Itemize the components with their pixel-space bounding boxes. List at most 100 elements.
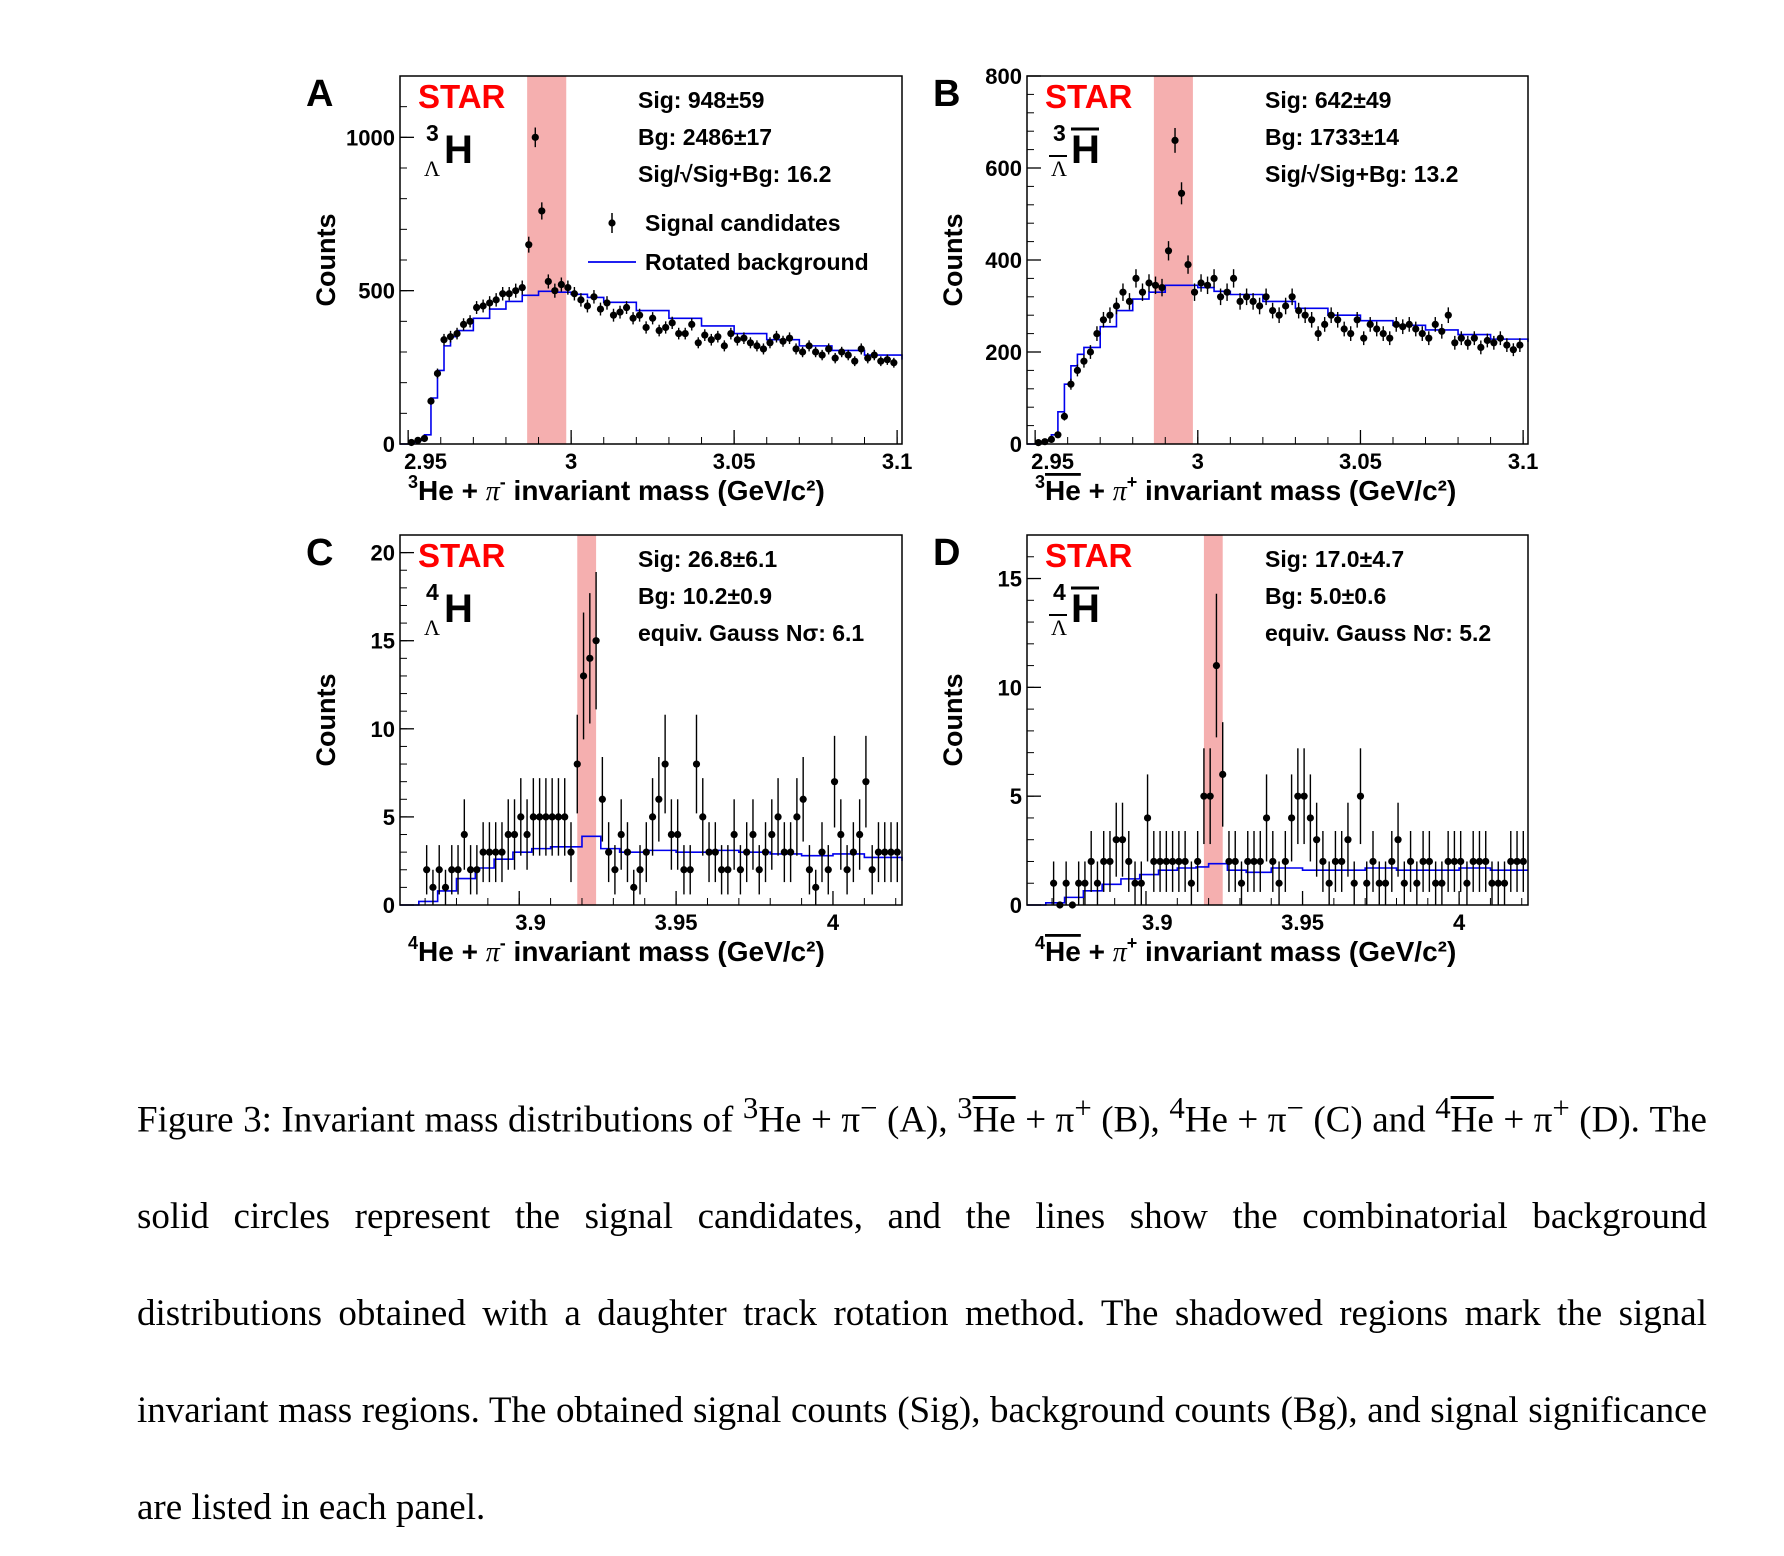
x-title-pion: π <box>486 937 501 968</box>
signal-candidate-point <box>1145 279 1153 287</box>
signal-candidate-point <box>772 333 781 341</box>
signal-candidate-point <box>799 795 807 803</box>
signal-candidate-point <box>824 866 832 874</box>
figure-caption: Figure 3: Invariant mass distributions o… <box>137 1060 1707 1556</box>
signal-candidate-point <box>523 830 531 839</box>
y-tick-label: 0 <box>1010 893 1022 918</box>
x-title-mass-number: 4 <box>408 933 418 953</box>
signal-candidate-point <box>1513 857 1521 866</box>
signal-candidate-point <box>1457 857 1465 866</box>
signal-candidate-point <box>510 830 519 839</box>
signal-candidate-point <box>1086 348 1095 356</box>
signal-candidate-point <box>1340 325 1348 333</box>
signal-candidate-point <box>812 348 820 356</box>
x-title-mass-number: 3 <box>408 472 418 492</box>
signal-candidate-point <box>1350 879 1358 887</box>
signal-candidate-point <box>583 302 592 310</box>
signal-candidate-point <box>596 305 605 313</box>
signal-candidate-point <box>1125 297 1134 305</box>
caption-species-a: He + π <box>758 1099 861 1141</box>
signal-candidate-point <box>629 314 637 322</box>
signal-candidate-point <box>505 290 513 298</box>
signal-candidate-point <box>622 303 631 312</box>
signal-candidate-point <box>1353 316 1361 324</box>
signal-candidate-point <box>1413 879 1421 887</box>
particle-mass-number: 4 <box>426 579 439 605</box>
signal-candidate-point <box>1229 274 1238 282</box>
y-tick-label: 15 <box>371 629 395 654</box>
signal-candidate-point <box>459 320 468 328</box>
signal-candidate-point <box>423 866 431 874</box>
signal-candidate-point <box>761 848 770 856</box>
signal-candidate-point <box>740 334 748 342</box>
signal-candidate-point <box>805 866 814 874</box>
signal-candidate-point <box>544 277 552 286</box>
signal-candidate-point <box>1075 879 1083 887</box>
panel-letter: C <box>306 532 333 574</box>
signal-candidate-point <box>1519 857 1527 866</box>
signal-region-band <box>527 76 567 444</box>
signal-candidate-point <box>662 323 670 332</box>
signal-candidate-point <box>1477 343 1485 351</box>
signal-candidate-point <box>812 883 820 891</box>
particle-label: 4 Λ H <box>424 579 473 640</box>
signal-candidate-point <box>1464 339 1472 347</box>
signal-candidate-point <box>499 290 507 298</box>
signal-candidate-point <box>692 760 701 768</box>
signal-candidate-point <box>1190 288 1199 296</box>
signal-candidate-point <box>792 345 800 353</box>
signal-candidate-point <box>504 830 512 839</box>
y-tick-label: 20 <box>371 541 395 566</box>
signal-candidate-point <box>1262 293 1270 301</box>
signal-candidate-point <box>567 848 575 856</box>
signal-candidate-point <box>564 284 572 292</box>
signal-candidate-point <box>1418 330 1426 338</box>
signal-candidate-point <box>1256 302 1264 310</box>
y-axis-label: Counts <box>311 214 341 307</box>
signal-candidate-point <box>851 357 859 365</box>
signal-candidate-point <box>787 848 795 856</box>
signal-candidate-point <box>793 813 801 821</box>
y-axis: 0 500 1000 <box>346 75 414 457</box>
signal-candidate-point <box>1301 311 1309 319</box>
x-title-pion: π <box>1113 937 1128 968</box>
signal-candidate-point <box>1327 311 1335 319</box>
signal-candidate-point <box>1338 857 1346 866</box>
signal-candidate-point <box>486 299 494 307</box>
signal-candidate-point <box>551 287 559 295</box>
signal-candidate-point <box>686 866 694 874</box>
signal-candidate-point <box>1503 341 1511 349</box>
signal-candidate-point <box>1369 857 1377 866</box>
signal-candidate-point <box>1344 836 1352 844</box>
y-tick-label: 500 <box>358 279 395 304</box>
x-title-rest: invariant mass (GeV/c²) <box>1137 475 1456 506</box>
signal-candidate-point <box>1412 325 1420 333</box>
signal-candidate-point <box>1294 792 1302 800</box>
signal-candidate-point <box>1509 346 1517 354</box>
x-axis: 2.95 3 3.05 3.1 <box>1031 430 1538 474</box>
signal-candidate-point <box>1444 311 1452 319</box>
caption-species-c: He + π <box>1184 1099 1287 1141</box>
signal-candidate-point <box>479 302 487 310</box>
signal-candidate-point <box>623 848 632 856</box>
x-axis: 3.9 3.95 4 <box>424 891 897 935</box>
signal-candidate-point <box>1419 857 1427 866</box>
signal-candidate-point <box>1210 274 1218 282</box>
caption-sup-b: 3 <box>957 1091 973 1125</box>
signal-candidate-point <box>1381 879 1390 887</box>
signal-candidate-point <box>1406 857 1415 866</box>
signal-candidate-point <box>714 333 722 341</box>
panel-letter: B <box>933 73 960 115</box>
y-tick-label: 800 <box>985 64 1022 89</box>
signal-candidate-point <box>1319 857 1327 866</box>
stats-block: Sig: 17.0±4.7 Bg: 5.0±0.6 equiv. Gauss Nσ:… <box>1265 546 1491 646</box>
signal-candidate-point <box>1250 857 1258 866</box>
signal-candidate-point <box>1347 330 1355 338</box>
y-axis: 0 5 10 15 20 <box>371 534 414 918</box>
x-tick-label: 2.95 <box>404 449 447 474</box>
signal-candidate-point <box>1308 316 1316 324</box>
signal-candidate-point <box>1203 281 1212 289</box>
particle-label: 3 Λ H <box>1049 120 1100 181</box>
signal-candidate-point <box>1175 857 1183 866</box>
signal-candidate-point <box>1496 334 1504 342</box>
